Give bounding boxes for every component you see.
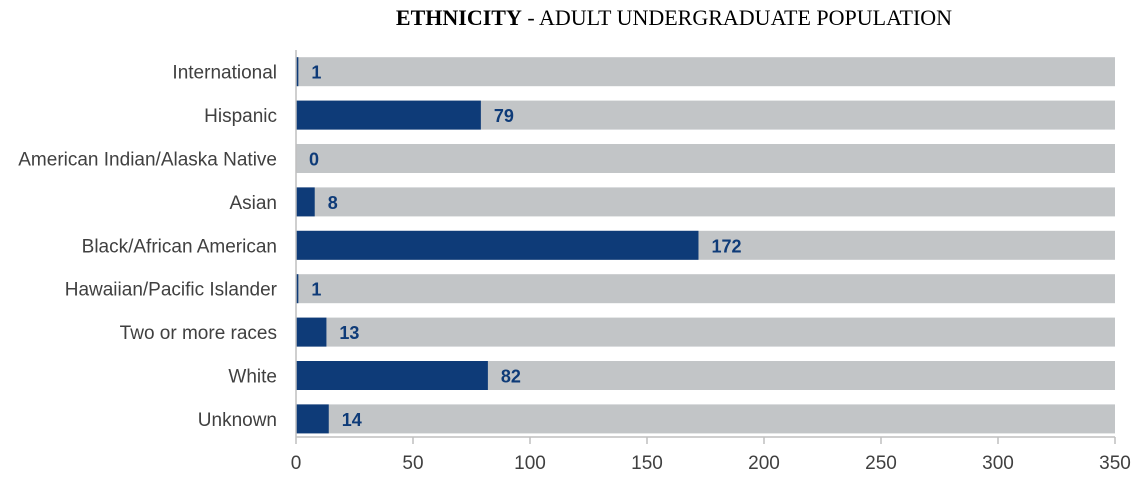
x-tick-label: 0 xyxy=(291,453,302,474)
value-bar xyxy=(296,404,329,434)
value-bar xyxy=(296,361,488,390)
background-bar xyxy=(296,404,1115,434)
category-label: Asian xyxy=(229,193,277,214)
value-label: 82 xyxy=(501,367,521,387)
category-label: International xyxy=(172,63,277,84)
value-label: 1 xyxy=(311,280,321,300)
value-bar xyxy=(296,100,481,130)
chart-title-rest: - ADULT UNDERGRADUATE POPULATION xyxy=(522,5,952,30)
value-bar xyxy=(296,274,299,304)
background-bar xyxy=(296,317,1115,347)
background-bar xyxy=(296,187,1115,217)
x-tick-label: 200 xyxy=(748,453,780,474)
background-bar xyxy=(296,57,1115,87)
plot-area: 1 International 79 Hispanic 0 American Indian… xyxy=(18,50,1131,474)
category-label: Black/African American xyxy=(82,236,277,257)
category-label: Two or more races xyxy=(120,323,277,344)
value-label: 14 xyxy=(342,410,362,430)
value-bar xyxy=(296,187,315,217)
value-label: 172 xyxy=(711,236,741,256)
category-label: American Indian/Alaska Native xyxy=(18,150,277,171)
value-label: 0 xyxy=(309,150,319,170)
x-tick-label: 250 xyxy=(865,453,897,474)
x-tick-label: 150 xyxy=(631,453,663,474)
value-bar xyxy=(296,230,699,260)
value-label: 1 xyxy=(311,63,321,83)
category-label: Unknown xyxy=(198,410,277,431)
chart-title-bold: ETHNICITY xyxy=(396,5,522,30)
x-tick-label: 300 xyxy=(982,453,1014,474)
x-tick-label: 50 xyxy=(402,453,423,474)
value-bar xyxy=(296,317,327,347)
chart-title: ETHNICITY - ADULT UNDERGRADUATE POPULATI… xyxy=(396,5,952,30)
background-bar xyxy=(296,144,1115,173)
background-bar xyxy=(296,274,1115,304)
x-tick-label: 350 xyxy=(1099,453,1131,474)
value-label: 13 xyxy=(339,323,359,343)
category-label: White xyxy=(228,367,277,388)
value-label: 79 xyxy=(494,106,514,126)
category-label: Hispanic xyxy=(204,106,277,127)
category-label: Hawaiian/Pacific Islander xyxy=(65,280,278,301)
value-bar xyxy=(296,57,299,87)
x-tick-label: 100 xyxy=(514,453,546,474)
value-label: 8 xyxy=(328,193,338,213)
